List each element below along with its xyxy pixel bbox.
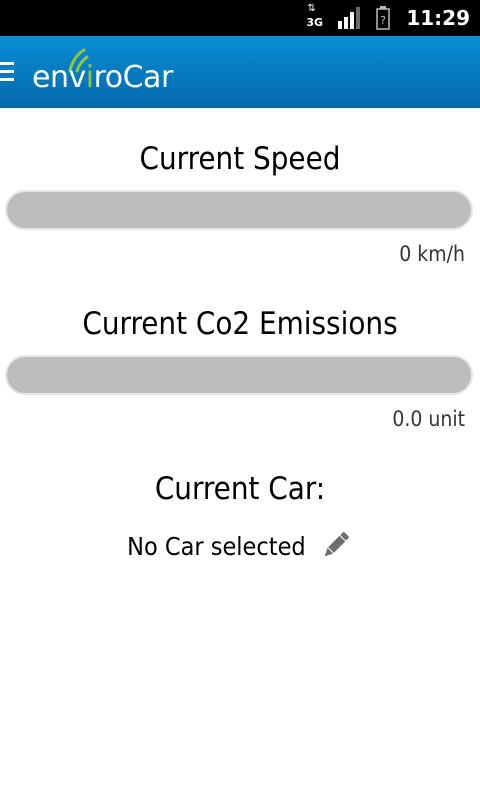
car-selection-row[interactable]: No Car selected [0,531,480,562]
envirocar-logo[interactable]: enviroCar [32,44,202,104]
network-type-label: 3G [306,16,324,29]
network-3g-icon: ⇅ 3G [304,4,328,32]
logo-signal-arcs [68,48,89,73]
car-selection-text[interactable]: No Car selected [127,532,306,561]
logo-text: enviroCar [32,60,173,95]
battery-unknown-mark: ? [380,14,386,27]
co2-title: Current Co2 Emissions [82,306,398,342]
car-title: Current Car: [154,471,326,507]
co2-value: 0.0 unit [392,407,465,431]
co2-bar [5,355,473,395]
status-bar: ⇅ 3G ? 11:29 [0,0,480,36]
signal-bars-icon [338,7,361,29]
status-icons: ⇅ 3G ? 11:29 [304,0,470,36]
speed-title: Current Speed [139,141,341,177]
pencil-icon[interactable] [319,528,353,562]
speed-value: 0 km/h [399,242,465,266]
speed-bar [5,190,473,230]
logo-accent-letter: i [85,60,94,95]
data-activity-arrows: ⇅ [307,3,316,14]
battery-unknown-icon: ? [376,6,391,30]
app-bar: enviroCar [0,36,480,108]
clock: 11:29 [406,6,470,30]
hamburger-menu-icon[interactable] [0,62,16,82]
